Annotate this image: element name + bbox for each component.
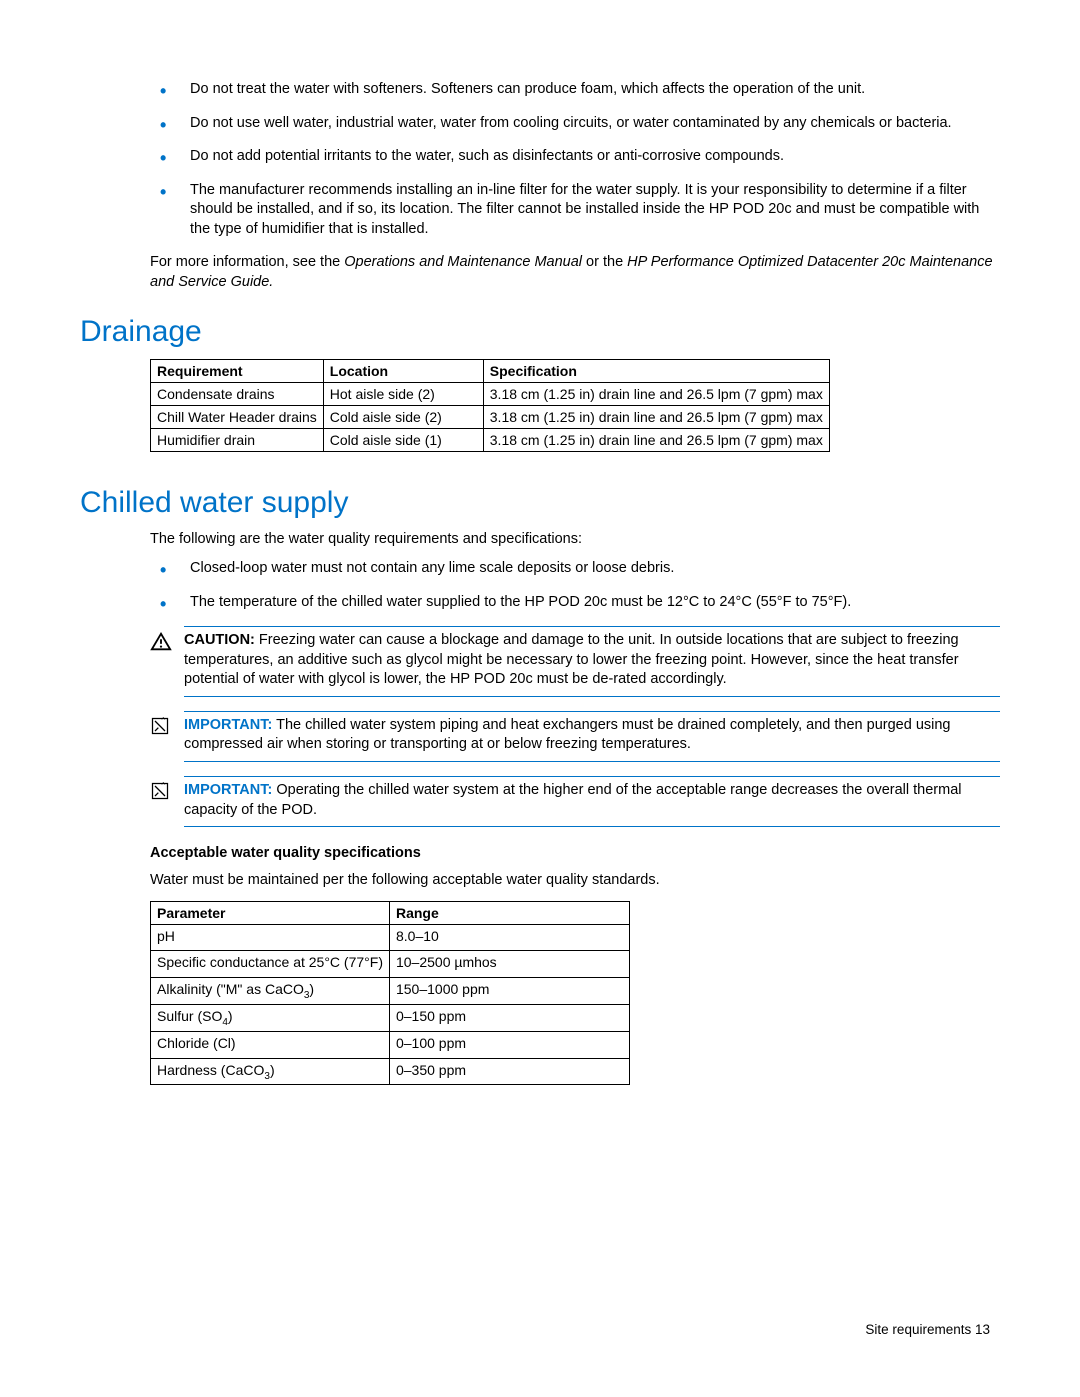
- water-quality-intro: Water must be maintained per the followi…: [150, 871, 1000, 891]
- chilled-water-heading: Chilled water supply: [80, 486, 1000, 520]
- list-item: Do not add potential irritants to the wa…: [160, 147, 1000, 167]
- col-parameter: Parameter: [151, 901, 390, 924]
- text: or the: [582, 254, 627, 270]
- caution-label: CAUTION:: [184, 632, 255, 648]
- cell: Humidifier drain: [151, 428, 324, 451]
- important-body: The chilled water system piping and heat…: [184, 717, 951, 753]
- cell-parameter: Chloride (Cl): [151, 1031, 390, 1058]
- cell-range: 10–2500 µmhos: [389, 951, 629, 978]
- cell-range: 8.0–10: [389, 924, 629, 951]
- cell-range: 150–1000 ppm: [389, 978, 629, 1005]
- cell-range: 0–350 ppm: [389, 1058, 629, 1085]
- cell: Condensate drains: [151, 382, 324, 405]
- manual-title: Operations and Maintenance Manual: [344, 254, 582, 270]
- chilled-bullet-list: Closed-loop water must not contain any l…: [160, 559, 1000, 612]
- cell: 3.18 cm (1.25 in) drain line and 26.5 lp…: [483, 428, 829, 451]
- more-info-paragraph: For more information, see the Operations…: [150, 253, 1000, 292]
- list-item: The temperature of the chilled water sup…: [160, 593, 1000, 613]
- table-row: Chloride (Cl) 0–100 ppm: [151, 1031, 630, 1058]
- water-quality-subheading: Acceptable water quality specifications: [150, 845, 1000, 861]
- cell: Cold aisle side (2): [323, 405, 483, 428]
- cell-range: 0–100 ppm: [389, 1031, 629, 1058]
- cell-parameter: Sulfur (SO4): [151, 1005, 390, 1032]
- col-range: Range: [389, 901, 629, 924]
- list-item: Closed-loop water must not contain any l…: [160, 559, 1000, 579]
- cell-parameter: Hardness (CaCO3): [151, 1058, 390, 1085]
- table-row: Alkalinity ("M" as CaCO3) 150–1000 ppm: [151, 978, 630, 1005]
- caution-body: Freezing water can cause a blockage and …: [184, 632, 959, 687]
- caution-icon: [150, 631, 172, 653]
- list-item: The manufacturer recommends installing a…: [160, 181, 1000, 240]
- col-location: Location: [323, 359, 483, 382]
- important-label: IMPORTANT:: [184, 717, 272, 733]
- caution-text: CAUTION: Freezing water can cause a bloc…: [184, 631, 1000, 690]
- list-item: Do not use well water, industrial water,…: [160, 114, 1000, 134]
- drainage-table: Requirement Location Specification Conde…: [150, 359, 830, 452]
- water-quality-table: Parameter Range pH 8.0–10 Specific condu…: [150, 901, 630, 1086]
- table-row: Condensate drains Hot aisle side (2) 3.1…: [151, 382, 830, 405]
- note-icon: [150, 716, 172, 738]
- important-note-2: IMPORTANT: Operating the chilled water s…: [184, 776, 1000, 827]
- caution-note: CAUTION: Freezing water can cause a bloc…: [184, 626, 1000, 697]
- intro-bullet-list: Do not treat the water with softeners. S…: [160, 80, 1000, 239]
- cell-range: 0–150 ppm: [389, 1005, 629, 1032]
- table-row: Chill Water Header drains Cold aisle sid…: [151, 405, 830, 428]
- table-row: Sulfur (SO4) 0–150 ppm: [151, 1005, 630, 1032]
- note-icon: [150, 781, 172, 803]
- table-row: Humidifier drain Cold aisle side (1) 3.1…: [151, 428, 830, 451]
- cell: Cold aisle side (1): [323, 428, 483, 451]
- text: For more information, see the: [150, 254, 344, 270]
- cell-parameter: Specific conductance at 25°C (77°F): [151, 951, 390, 978]
- important-note-1: IMPORTANT: The chilled water system pipi…: [184, 711, 1000, 762]
- col-requirement: Requirement: [151, 359, 324, 382]
- table-row: pH 8.0–10: [151, 924, 630, 951]
- col-specification: Specification: [483, 359, 829, 382]
- important-text: IMPORTANT: The chilled water system pipi…: [184, 716, 1000, 755]
- page-content: Do not treat the water with softeners. S…: [80, 80, 1000, 1085]
- cell-parameter: Alkalinity ("M" as CaCO3): [151, 978, 390, 1005]
- page-footer: Site requirements 13: [865, 1322, 990, 1337]
- important-text: IMPORTANT: Operating the chilled water s…: [184, 781, 1000, 820]
- cell: Hot aisle side (2): [323, 382, 483, 405]
- list-item: Do not treat the water with softeners. S…: [160, 80, 1000, 100]
- cell: 3.18 cm (1.25 in) drain line and 26.5 lp…: [483, 382, 829, 405]
- drainage-heading: Drainage: [80, 315, 1000, 349]
- table-row: Hardness (CaCO3) 0–350 ppm: [151, 1058, 630, 1085]
- important-label: IMPORTANT:: [184, 782, 272, 798]
- cell: 3.18 cm (1.25 in) drain line and 26.5 lp…: [483, 405, 829, 428]
- table-header-row: Parameter Range: [151, 901, 630, 924]
- cell: Chill Water Header drains: [151, 405, 324, 428]
- important-body: Operating the chilled water system at th…: [184, 782, 962, 818]
- table-header-row: Requirement Location Specification: [151, 359, 830, 382]
- table-row: Specific conductance at 25°C (77°F) 10–2…: [151, 951, 630, 978]
- chilled-intro: The following are the water quality requ…: [150, 530, 1000, 550]
- cell-parameter: pH: [151, 924, 390, 951]
